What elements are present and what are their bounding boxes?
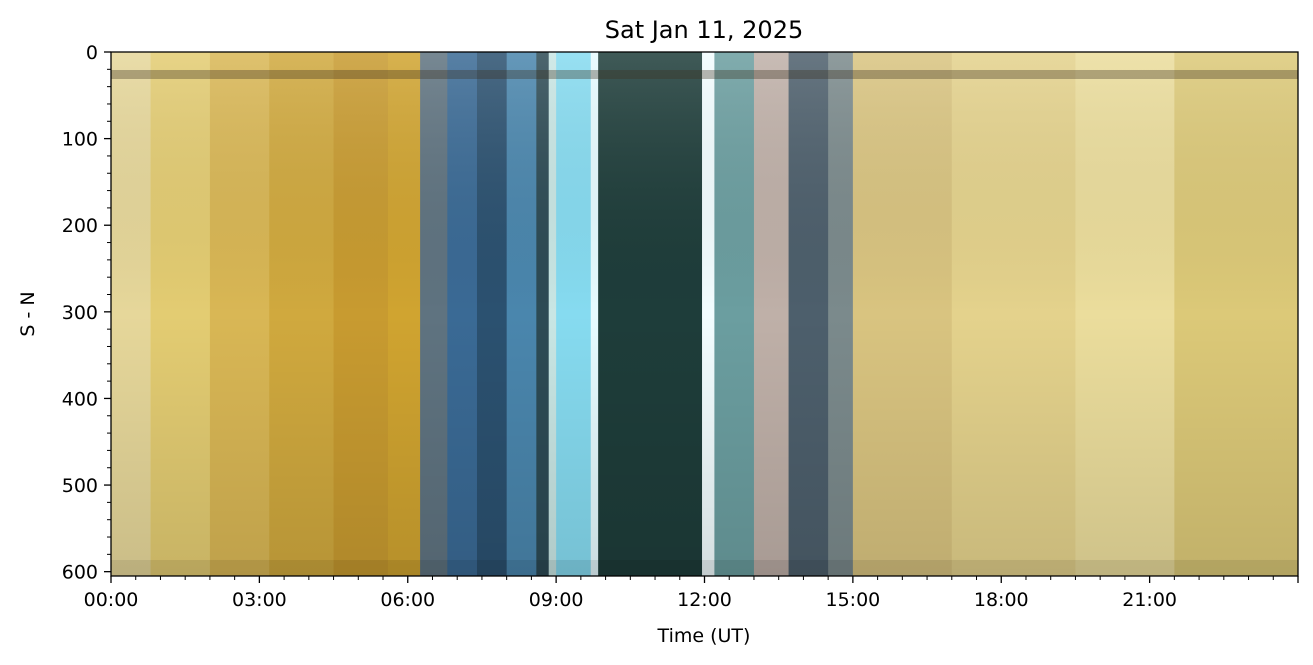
y-tick-label: 600 [62, 562, 98, 584]
y-axis: 0 100 200 300 400 500 600 [62, 42, 111, 584]
x-tick-label: 06:00 [380, 589, 435, 611]
x-tick-label: 12:00 [677, 589, 732, 611]
x-tick-label: 18:00 [974, 589, 1029, 611]
bottom-stripe [111, 560, 1298, 576]
dark-stripe [111, 70, 1298, 79]
x-tick-label: 09:00 [529, 589, 584, 611]
plot-area [111, 52, 1298, 576]
y-tick-label: 500 [62, 475, 98, 497]
x-tick-label: 03:00 [232, 589, 287, 611]
y-tick-label: 300 [62, 302, 98, 324]
y-tick-label: 400 [62, 388, 98, 410]
x-tick-label: 00:00 [84, 589, 139, 611]
vertical-shading [111, 52, 1298, 576]
y-axis-label: S - N [17, 291, 39, 336]
y-tick-label: 0 [86, 42, 98, 64]
x-axis: 00:00 03:00 06:00 09:00 12:00 15:00 18:00 21:00 [84, 576, 1299, 611]
y-tick-label: 200 [62, 215, 98, 237]
y-tick-label: 100 [62, 129, 98, 151]
x-axis-label: Time (UT) [657, 625, 751, 647]
x-tick-label: 21:00 [1122, 589, 1177, 611]
chart-title: Sat Jan 11, 2025 [605, 16, 803, 44]
x-tick-label: 15:00 [825, 589, 880, 611]
